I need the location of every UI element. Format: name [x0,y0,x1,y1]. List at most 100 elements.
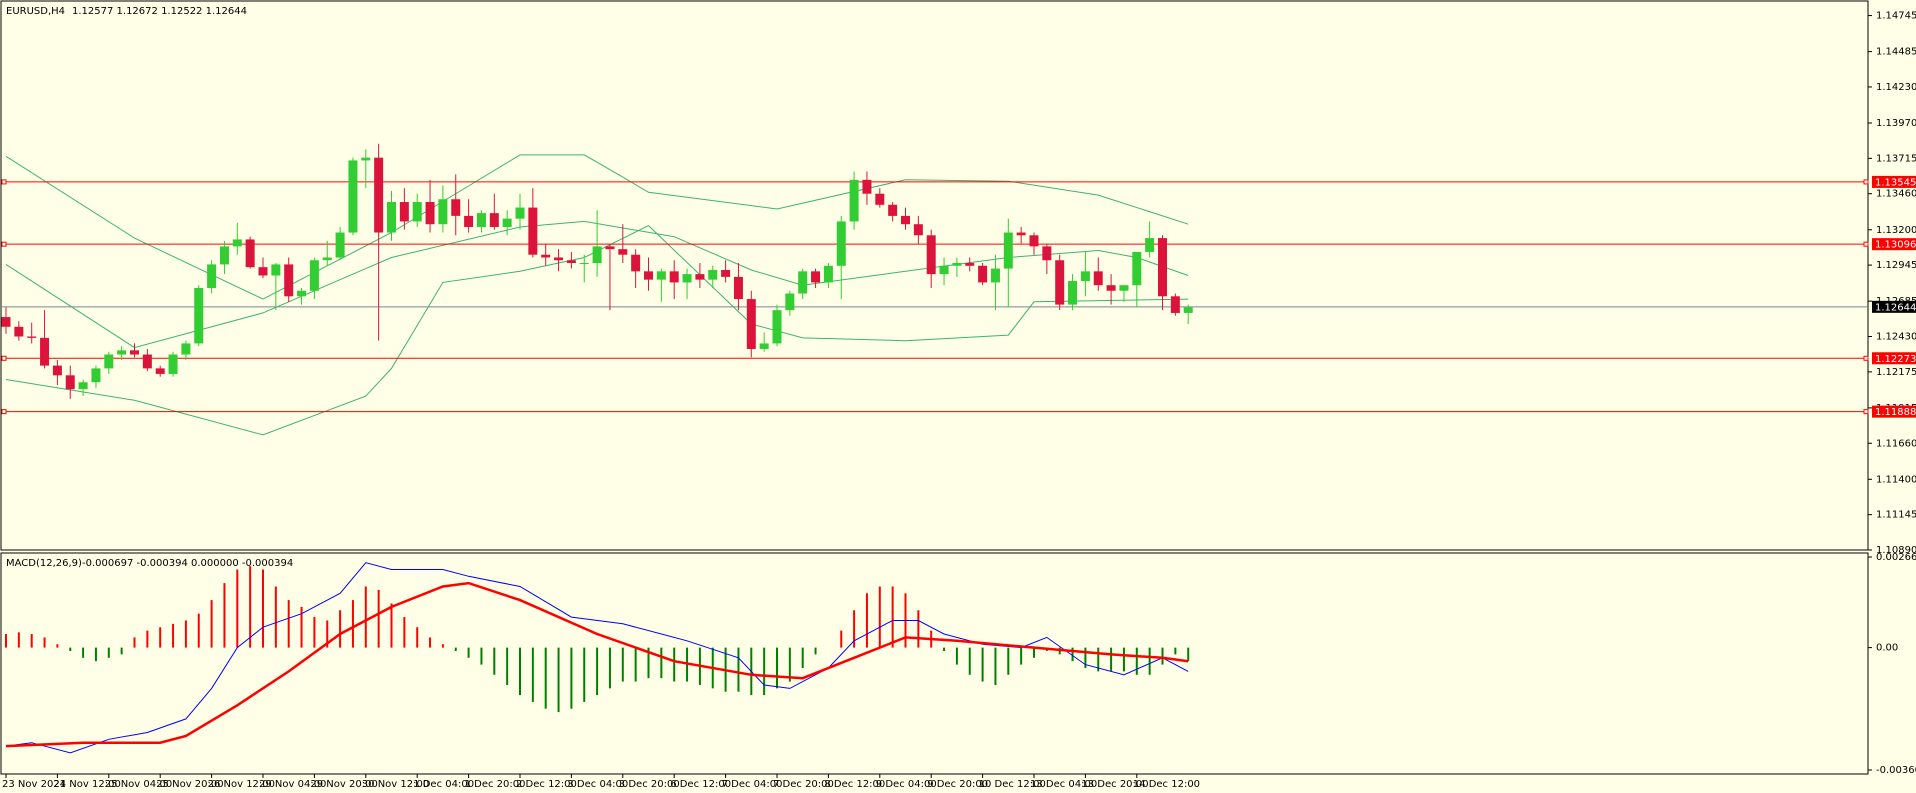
candle[interactable] [1132,251,1142,308]
candle[interactable] [1042,243,1052,275]
candle[interactable] [1119,285,1129,302]
candle[interactable] [489,193,499,230]
level-anchor-handle[interactable] [1,179,7,185]
candle[interactable] [1,307,11,334]
candle[interactable] [438,185,448,233]
candle[interactable] [990,254,1000,311]
candle[interactable] [901,207,910,230]
candle[interactable] [554,249,564,272]
candle[interactable] [952,257,962,277]
candle[interactable] [1145,221,1155,258]
level-anchor-handle[interactable] [1863,241,1869,247]
candle[interactable] [322,240,332,266]
candle[interactable] [1158,235,1167,311]
candle[interactable] [1183,304,1193,325]
candle[interactable] [528,188,538,258]
candle[interactable] [271,263,281,311]
candle[interactable] [515,193,525,230]
candle[interactable] [862,171,872,205]
candle[interactable] [399,188,409,230]
candle[interactable] [669,260,679,300]
candle[interactable] [644,257,653,291]
candle[interactable] [965,257,975,272]
candle[interactable] [759,332,769,352]
candle[interactable] [65,365,75,399]
candle[interactable] [785,290,795,316]
candle[interactable] [695,263,705,288]
candle[interactable] [78,379,88,397]
candle[interactable] [618,224,628,264]
candle[interactable] [1106,274,1116,305]
candle[interactable] [1055,254,1065,311]
candle[interactable] [425,179,435,233]
candle[interactable] [130,343,139,358]
candle[interactable] [579,254,589,283]
candle[interactable] [374,143,384,341]
candle[interactable] [888,202,898,222]
candle[interactable] [939,257,949,286]
candles[interactable] [1,143,1193,399]
candle[interactable] [207,260,217,294]
candle[interactable] [502,210,512,236]
candle[interactable] [245,236,255,269]
candle[interactable] [978,263,988,286]
candle[interactable] [348,157,358,236]
candle[interactable] [232,222,242,255]
candle[interactable] [823,263,833,288]
candle[interactable] [849,171,859,230]
candle[interactable] [733,263,743,311]
candle[interactable] [464,199,474,233]
candle[interactable] [104,351,114,374]
candle[interactable] [1093,257,1103,291]
level-anchor-handle[interactable] [1,355,7,361]
candle[interactable] [541,243,551,266]
candle[interactable] [387,190,396,241]
level-anchor-handle[interactable] [1,409,7,415]
candle[interactable] [1029,232,1039,255]
candle[interactable] [335,226,345,261]
candle[interactable] [27,322,37,344]
candle[interactable] [721,260,731,283]
candle[interactable] [746,290,756,358]
level-anchor-handle[interactable] [1863,355,1869,361]
candle[interactable] [14,321,24,341]
level-anchor-handle[interactable] [1,241,7,247]
candle[interactable] [451,174,461,236]
candle[interactable] [476,210,486,233]
candle[interactable] [309,257,319,300]
candle[interactable] [219,240,229,275]
candle[interactable] [168,351,178,377]
candle[interactable] [656,268,666,302]
candle[interactable] [926,229,936,288]
candle[interactable] [1068,274,1078,311]
candle[interactable] [284,257,294,302]
level-anchor-handle[interactable] [1863,179,1869,185]
candle[interactable] [811,268,821,288]
candle[interactable] [1003,218,1013,308]
candle[interactable] [155,365,165,377]
candle[interactable] [798,268,808,300]
level-anchor-handle[interactable] [1863,409,1869,415]
candle[interactable] [297,287,307,305]
candle[interactable] [631,249,641,288]
candle[interactable] [605,243,615,311]
candle[interactable] [117,346,127,361]
candle[interactable] [566,251,576,269]
candle[interactable] [40,310,50,369]
macd-panel[interactable]: MACD(12,26,9) -0.000697 -0.000394 0.0000… [0,552,1869,775]
candle[interactable] [1080,251,1090,297]
candle[interactable] [592,210,602,277]
candle[interactable] [913,215,923,244]
candle[interactable] [194,285,204,347]
candle[interactable] [875,188,885,208]
candle[interactable] [181,340,191,361]
candle[interactable] [772,304,782,347]
candle[interactable] [142,348,152,372]
candle[interactable] [1170,293,1180,316]
candle[interactable] [52,360,62,386]
candle[interactable] [361,149,371,189]
candle[interactable] [258,257,268,279]
price-panel[interactable]: EURUSD,H4 1.12577 1.12672 1.12522 1.1264… [0,0,1869,551]
candle[interactable] [708,265,718,288]
